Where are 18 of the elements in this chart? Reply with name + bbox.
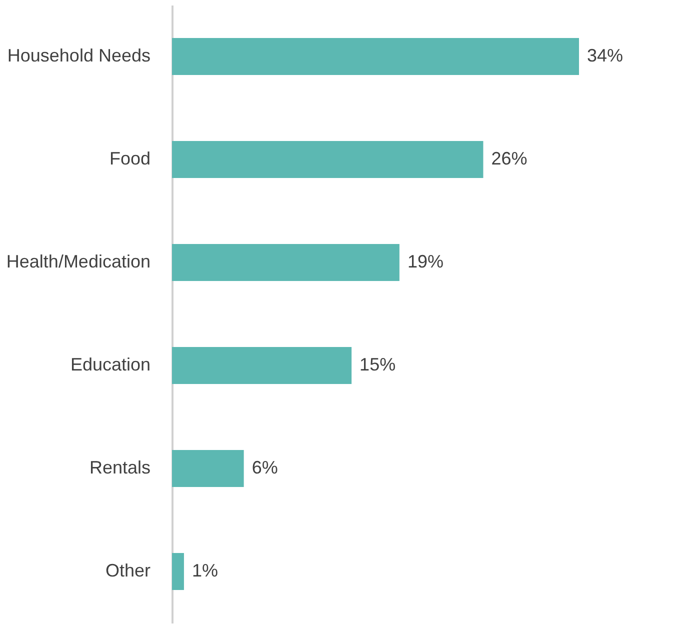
data-label: 1%: [192, 560, 218, 580]
bar: [172, 244, 400, 282]
bar: [172, 140, 484, 178]
y-tick-label: Rentals: [89, 458, 150, 478]
data-label: 34%: [587, 46, 624, 66]
bar: [172, 552, 184, 590]
y-tick-label: Education: [70, 354, 150, 374]
data-label: 19%: [407, 252, 444, 272]
y-tick-label: Health/Medication: [6, 252, 150, 272]
data-label: 6%: [252, 458, 278, 478]
bar: [172, 38, 579, 76]
bar: [172, 346, 352, 384]
y-tick-label: Other: [105, 560, 150, 580]
data-label: 15%: [360, 354, 396, 374]
y-tick-label: Household Needs: [7, 46, 150, 66]
bar: [172, 450, 244, 488]
data-label: 26%: [491, 148, 528, 168]
y-tick-label: Food: [109, 148, 150, 168]
